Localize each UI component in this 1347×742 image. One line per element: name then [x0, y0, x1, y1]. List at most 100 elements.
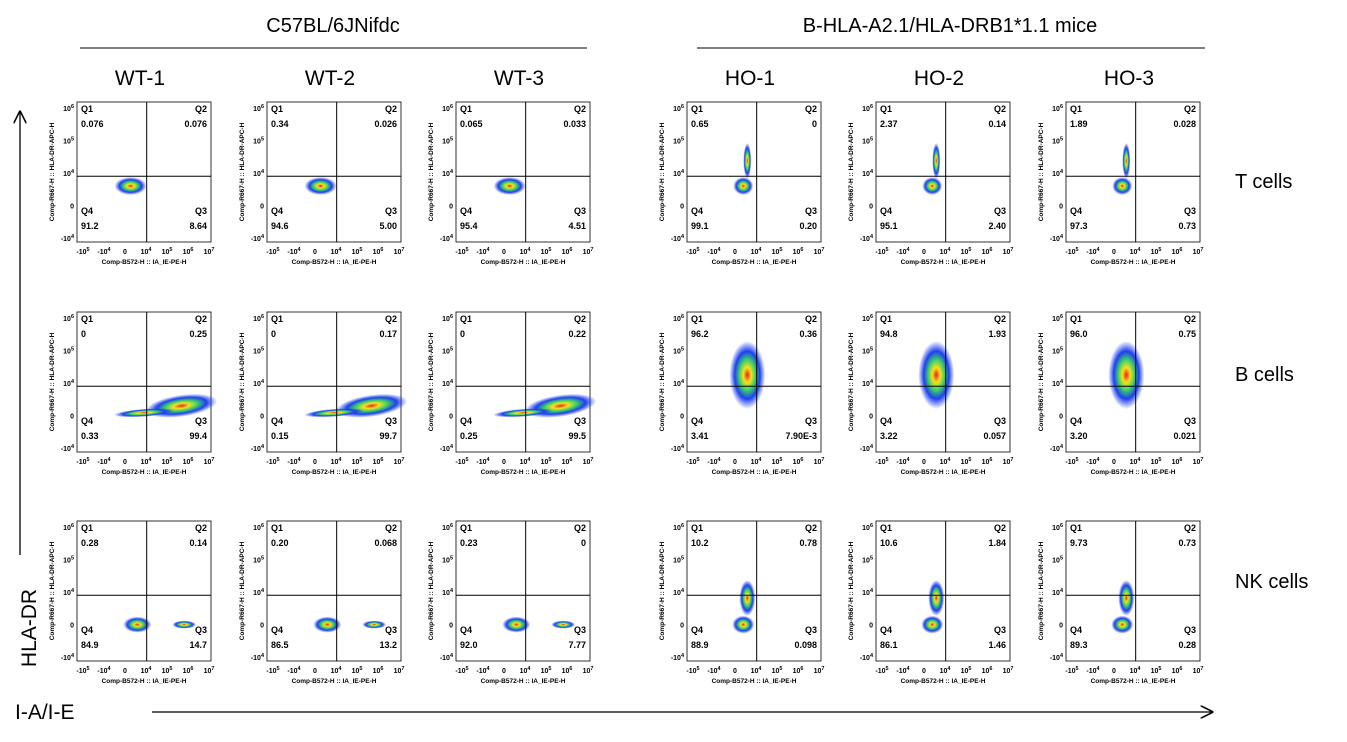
quadrant-name: Q2	[385, 314, 397, 324]
tick-exp: 4	[1060, 444, 1064, 450]
tick-label: -104	[671, 653, 685, 662]
flow-plot: Q10.34Q20.026Q35.00Q494.61061051040-104-…	[239, 101, 404, 266]
y-label: Comp-R667-H :: HLA-DR-APC-H	[1038, 122, 1045, 221]
tick-label: 106	[793, 457, 804, 466]
quadrant-value: 0.33	[81, 431, 99, 441]
tick-label: -105	[875, 247, 888, 256]
tick-label: 104	[1130, 247, 1142, 256]
tick-base: 0	[260, 414, 264, 421]
quadrant-name: Q2	[994, 523, 1006, 533]
density-cloud	[922, 177, 943, 195]
tick-exp: 7	[401, 457, 404, 463]
tick-label: 104	[751, 457, 763, 466]
quadrant-value: 0.065	[460, 119, 483, 129]
density-cloud	[1118, 580, 1135, 616]
tick-base: -10	[1086, 668, 1096, 675]
tick-exp: 5	[466, 457, 469, 463]
tick-base: 10	[982, 459, 990, 466]
quadrant-name: Q1	[460, 523, 472, 533]
density-cloud	[1122, 142, 1131, 179]
tick-label: 104	[442, 379, 454, 388]
tick-exp: 5	[261, 137, 264, 143]
row-label: NK cells	[1235, 571, 1308, 593]
tick-exp: 6	[870, 104, 873, 110]
density-cloud	[918, 341, 955, 409]
density-cloud	[928, 580, 945, 616]
tick-exp: 6	[1179, 666, 1182, 672]
tick-exp: 5	[466, 247, 469, 253]
tick-label: -104	[860, 444, 874, 453]
quadrant-name: Q3	[574, 625, 586, 635]
quadrant-name: Q4	[81, 206, 93, 216]
tick-label: 0	[502, 459, 506, 466]
tick-base: 10	[394, 668, 402, 675]
tick-base: 10	[982, 668, 990, 675]
tick-base: 10	[162, 249, 170, 256]
tick-exp: 5	[1060, 556, 1063, 562]
flow-plot: Q10Q20.17Q399.7Q40.151061051040-104-105-…	[239, 311, 408, 476]
tick-label: 105	[1151, 666, 1162, 675]
tick-label: -104	[707, 457, 721, 466]
tick-label: 105	[1052, 347, 1063, 356]
tick-base: 0	[260, 623, 264, 630]
quadrant-name: Q2	[994, 314, 1006, 324]
tick-label: 105	[442, 347, 453, 356]
tick-base: 10	[520, 668, 528, 675]
tick-exp: 4	[487, 666, 491, 672]
tick-base: 10	[541, 668, 549, 675]
tick-exp: 4	[450, 588, 454, 594]
tick-exp: 7	[1200, 247, 1203, 253]
tick-exp: 4	[261, 234, 265, 240]
density-cloud	[733, 177, 754, 195]
tick-label: 106	[442, 104, 453, 113]
tick-base: -10	[76, 249, 86, 256]
tick-label: 105	[352, 457, 363, 466]
tick-exp: 6	[380, 666, 383, 672]
tick-base: 10	[961, 459, 969, 466]
quadrant-value: 96.2	[691, 329, 709, 339]
density-cloud	[502, 616, 531, 633]
tick-base: -10	[1050, 236, 1060, 243]
tick-label: 104	[1130, 666, 1142, 675]
y-label: Comp-R667-H :: HLA-DR-APC-H	[848, 122, 855, 221]
tick-exp: 7	[821, 247, 824, 253]
tick-label: -104	[1086, 457, 1100, 466]
quadrant-value: 97.3	[1070, 221, 1088, 231]
quadrant-name: Q4	[81, 625, 93, 635]
tick-base: 0	[449, 414, 453, 421]
tick-base: -10	[251, 236, 261, 243]
tick-exp: 4	[261, 169, 265, 175]
tick-base: -10	[1065, 459, 1075, 466]
quadrant-name: Q2	[805, 104, 817, 114]
quadrant-value: 86.1	[880, 640, 898, 650]
quadrant-value: 0	[81, 329, 86, 339]
tick-base: 0	[449, 623, 453, 630]
density-cloud	[729, 341, 766, 409]
tick-base: -10	[875, 668, 885, 675]
tick-label: -104	[440, 653, 454, 662]
tick-exp: 5	[450, 347, 453, 353]
quadrant-name: Q1	[81, 314, 93, 324]
tick-base: 10	[1193, 668, 1201, 675]
tick-exp: 6	[261, 104, 264, 110]
tick-base: -10	[860, 446, 870, 453]
tick-base: 0	[260, 204, 264, 211]
tick-base: 10	[1052, 171, 1060, 178]
tick-label: 106	[862, 104, 873, 113]
sample-label: HO-3	[1104, 67, 1154, 90]
tick-label: -105	[76, 457, 89, 466]
tick-label: 0	[869, 204, 873, 211]
plot-frame	[266, 101, 402, 243]
tick-base: 10	[772, 249, 780, 256]
tick-label: -104	[440, 444, 454, 453]
y-label: Comp-R667-H :: HLA-DR-APC-H	[428, 541, 435, 640]
quadrant-value: 5.00	[379, 221, 397, 231]
quadrant-name: Q2	[1184, 523, 1196, 533]
flow-plot: Q194.8Q21.93Q30.057Q43.221061051040-104-…	[848, 311, 1013, 476]
tick-exp: 4	[71, 653, 75, 659]
tick-exp: 5	[968, 666, 971, 672]
tick-exp: 6	[681, 104, 684, 110]
tick-exp: 5	[359, 666, 362, 672]
tick-base: 0	[123, 668, 127, 675]
quadrant-name: Q2	[385, 523, 397, 533]
